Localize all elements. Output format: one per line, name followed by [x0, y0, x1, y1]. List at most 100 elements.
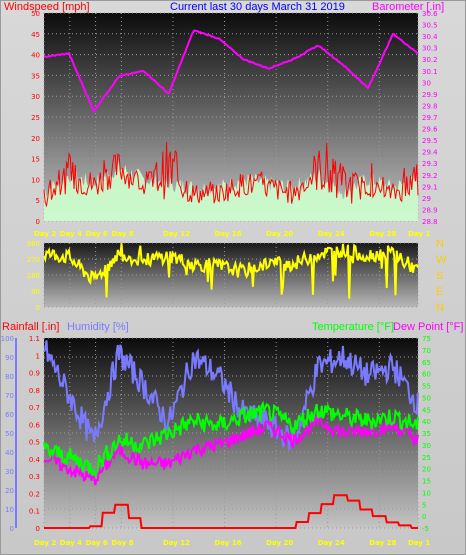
- rainfall-tick: 0.9: [29, 370, 40, 378]
- rainfall-tick: 0.8: [29, 387, 40, 395]
- temperature-tick: 70: [422, 347, 431, 355]
- barometer-tick: 28.8: [422, 218, 438, 226]
- humidity-tick: 40: [5, 449, 14, 457]
- temperature-tick: 60: [422, 371, 431, 379]
- humidity-tick: 80: [5, 373, 14, 381]
- day-label-bottom: Day 4: [60, 539, 82, 547]
- barometer-tick: 29.3: [422, 160, 438, 168]
- windspeed-tick: 25: [31, 114, 40, 122]
- humidity-tick: 10: [5, 506, 14, 514]
- temperature-tick: 45: [422, 406, 431, 414]
- day-label-bottom: Day 16: [215, 539, 242, 547]
- temperature-tick: 40: [422, 418, 431, 426]
- barometer-tick: 30.1: [422, 68, 438, 76]
- rainfall-tick: 0.6: [29, 421, 41, 429]
- top-panel-series: [43, 29, 419, 221]
- barometer-tick: 29.2: [422, 172, 438, 180]
- day-label-top: Day 2: [34, 230, 56, 238]
- dewpoint-axis-label: Dew Point [°F]: [393, 321, 463, 333]
- humidity-axis-label: Humidity [%]: [67, 321, 129, 333]
- windspeed-tick: 15: [31, 156, 40, 164]
- direction-tick: 0: [36, 304, 40, 312]
- bottom-panel-series: [43, 340, 419, 529]
- windspeed-tick: 50: [31, 10, 40, 18]
- humidity-tick: 70: [5, 392, 14, 400]
- day-label-bottom: Day 20: [266, 539, 293, 547]
- temperature-tick: 35: [422, 430, 431, 438]
- temperature-tick: 50: [422, 394, 431, 402]
- day-label-top: Day 12: [163, 230, 190, 238]
- windspeed-tick: 40: [31, 52, 40, 60]
- temperature-tick: 25: [422, 454, 431, 462]
- windspeed-tick: 10: [31, 176, 40, 184]
- barometer-tick: 29.6: [422, 126, 438, 134]
- direction-tick: 90: [31, 288, 40, 296]
- barometer-tick: 30.3: [422, 45, 438, 53]
- rainfall-tick: 1: [36, 352, 40, 360]
- humidity-tick: 60: [5, 411, 14, 419]
- day-label-bottom: Day 6: [86, 539, 108, 547]
- humidity-tick: 100: [1, 335, 14, 343]
- day-label-top: Day 1: [408, 230, 430, 238]
- windspeed-tick: 20: [31, 135, 40, 143]
- barometer-tick: 29.4: [422, 149, 438, 157]
- rainfall-tick: 0: [36, 525, 40, 533]
- day-label-bottom: Day 1: [408, 539, 430, 547]
- humidity-tick: 20: [5, 487, 14, 495]
- compass-label: N: [436, 302, 444, 314]
- day-label-top: Day 8: [111, 230, 133, 238]
- barometer-tick: 30: [422, 79, 431, 87]
- day-label-top: Day 16: [215, 230, 242, 238]
- barometer-tick: 29.1: [422, 183, 438, 191]
- dewpoint-line: [43, 413, 419, 486]
- humidity-line: [43, 340, 419, 451]
- day-label-bottom: Day 2: [34, 539, 56, 547]
- barometer-tick: 29.9: [422, 91, 438, 99]
- temperature-line: [43, 400, 419, 479]
- chart-title: Current last 30 days March 31 2019: [170, 1, 345, 13]
- rainfall-axis-label: Rainfall [.in]: [2, 321, 59, 333]
- day-label-top: Day 28: [369, 230, 396, 238]
- barometer-tick: 29.5: [422, 137, 438, 145]
- day-label-bottom: Day 8: [111, 539, 133, 547]
- windspeed-tick: 30: [31, 93, 40, 101]
- direction-tick: 270: [27, 256, 40, 264]
- axis-ticks: Day 2 Day 4 Day 6 Day 8 Day 12 Day 16 Day 20 Da…: [1, 10, 447, 547]
- temperature-tick: 20: [422, 466, 431, 474]
- day-label-top: Day 24: [318, 230, 345, 238]
- day-label-top: Day 20: [266, 230, 293, 238]
- temperature-axis-label: Temperature [°F]: [312, 321, 394, 333]
- temperature-tick: -5: [422, 525, 429, 533]
- windspeed-tick: 0: [36, 218, 40, 226]
- windspeed-tick: 45: [31, 31, 40, 39]
- rainfall-tick: 0.1: [29, 508, 40, 516]
- humidity-tick: 0: [10, 525, 14, 533]
- barometer-tick: 28.9: [422, 206, 438, 214]
- rainfall-tick: 1.1: [29, 335, 40, 343]
- day-label-top: Day 4: [60, 230, 82, 238]
- direction-series: [43, 243, 419, 299]
- day-label-top: Day 6: [86, 230, 108, 238]
- windspeed-axis-label: Windspeed [mph]: [4, 1, 90, 13]
- humidity-tick: 50: [5, 430, 14, 438]
- barometer-tick: 30.6: [422, 10, 438, 18]
- temperature-tick: 5: [422, 501, 426, 509]
- compass-label: W: [436, 254, 447, 266]
- direction-tick: 180: [27, 272, 40, 280]
- temperature-tick: 10: [422, 489, 431, 497]
- barometer-tick: 29: [422, 195, 431, 203]
- day-label-bottom: Day 12: [163, 539, 190, 547]
- temperature-tick: 55: [422, 383, 431, 391]
- rainfall-tick: 0.2: [29, 490, 40, 498]
- rainfall-tick: 0.3: [29, 473, 40, 481]
- barometer-tick: 30.2: [422, 56, 438, 64]
- direction-tick: 360: [27, 240, 40, 248]
- rainfall-tick: 0.7: [29, 404, 40, 412]
- temperature-tick: 15: [422, 478, 431, 486]
- barometer-axis-label: Barometer [.in]: [372, 1, 444, 13]
- windspeed-tick: 35: [31, 72, 40, 80]
- temperature-tick: 0: [422, 513, 426, 521]
- humidity-tick: 90: [5, 354, 14, 362]
- compass-label: E: [436, 286, 443, 298]
